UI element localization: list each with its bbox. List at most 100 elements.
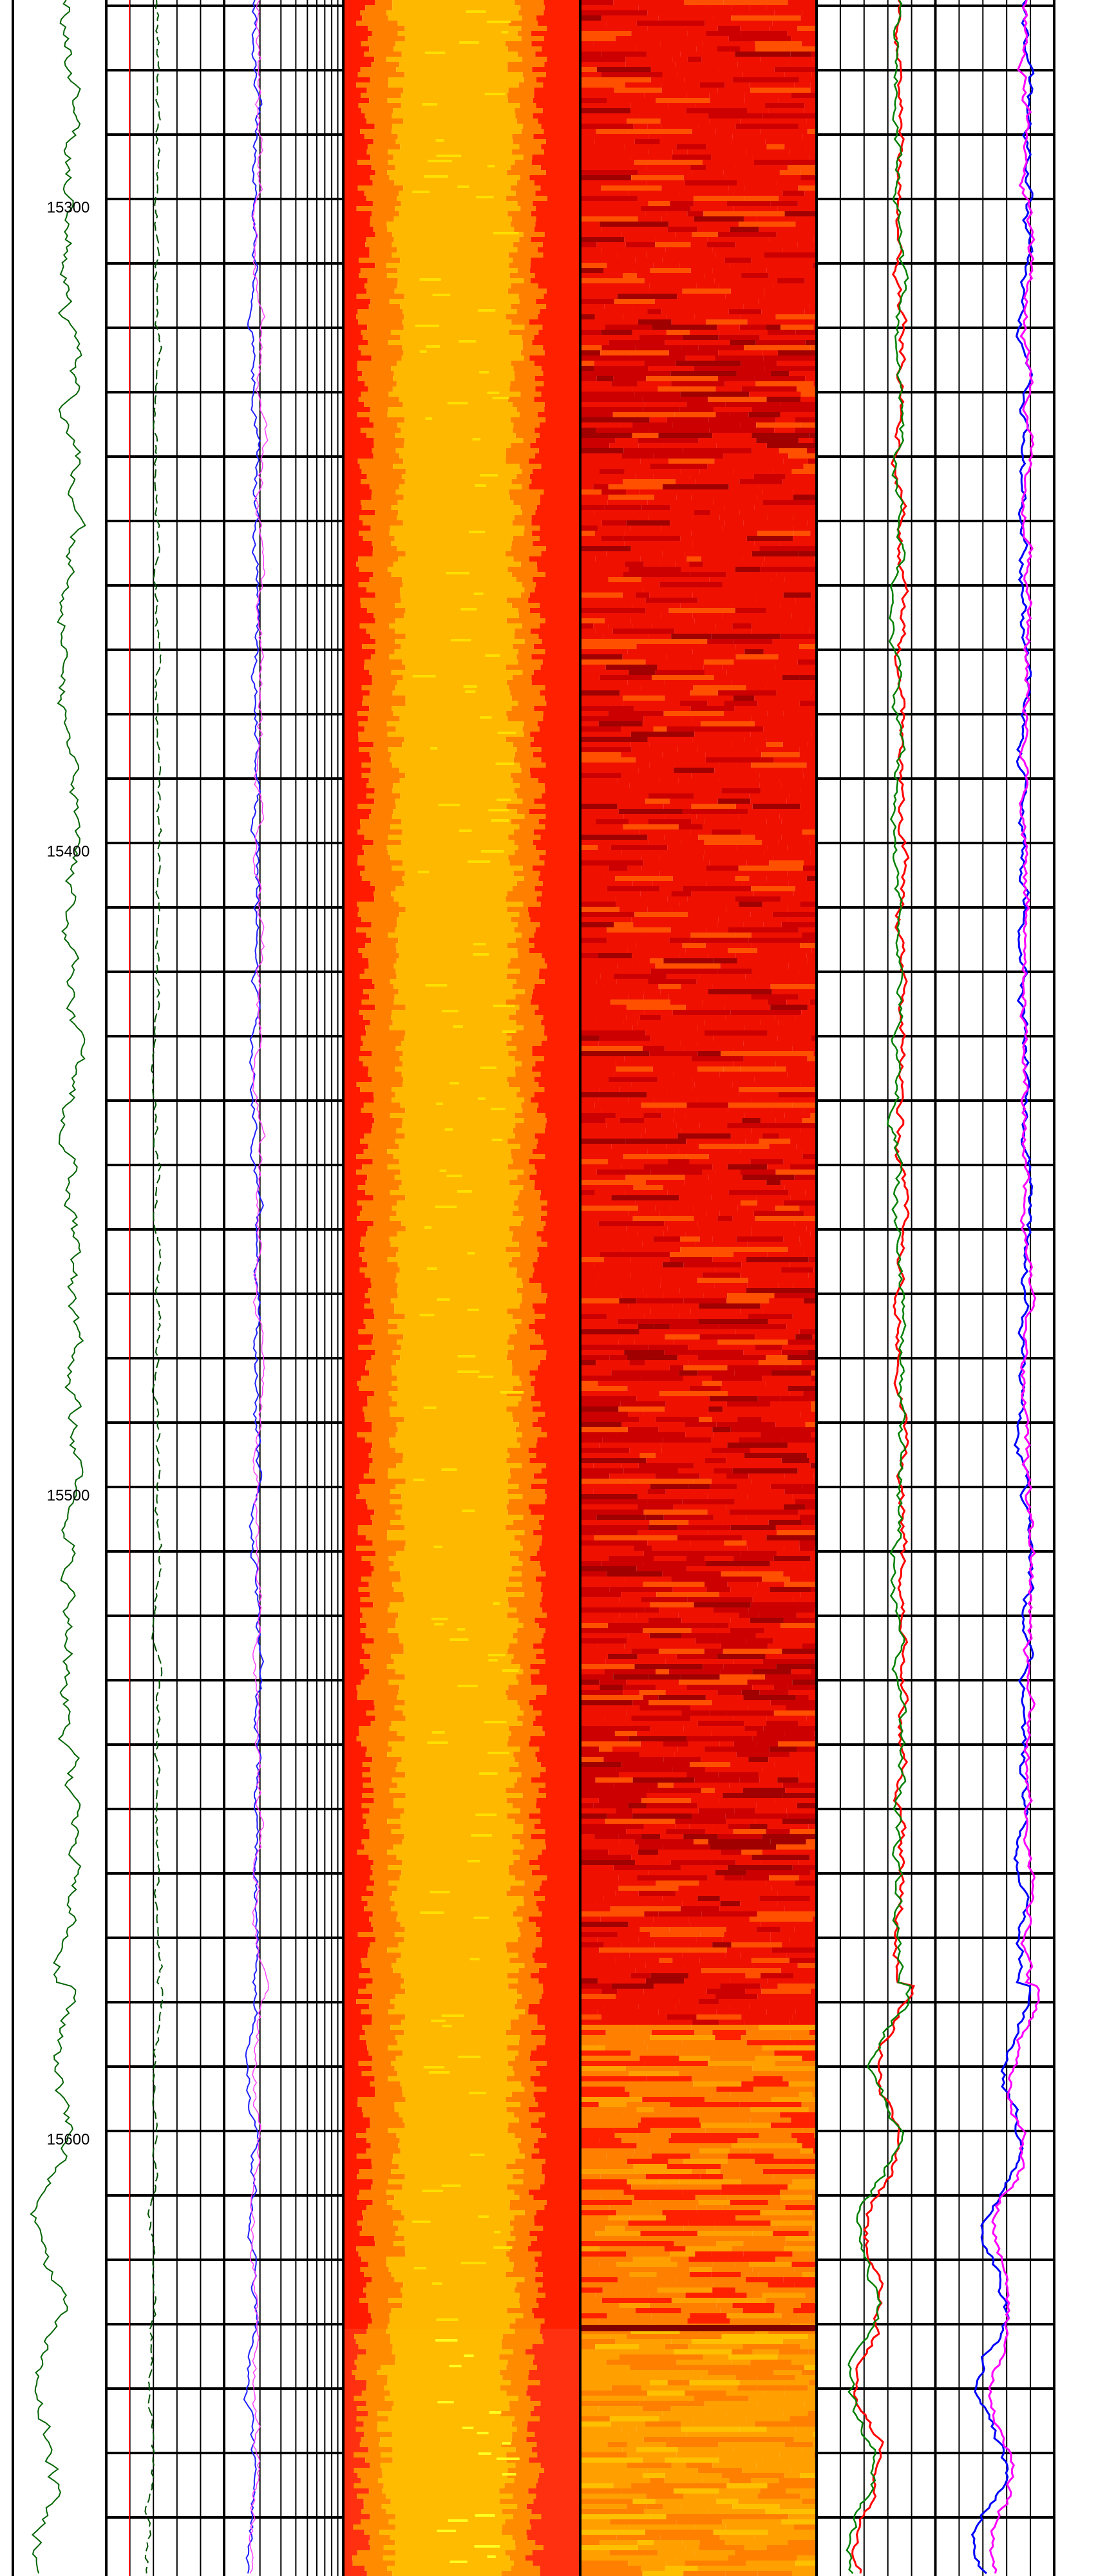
image-cell [343, 773, 362, 778]
image-cell [802, 768, 817, 773]
image-cell [343, 1427, 372, 1432]
image-cell [534, 1309, 580, 1314]
image-cell [646, 180, 685, 185]
image-cell [392, 1370, 513, 1376]
image-cell [516, 1674, 531, 1680]
image-cell [371, 1571, 401, 1577]
image-cell [641, 1133, 678, 1139]
image-cell [580, 237, 625, 242]
image-cell [595, 2231, 641, 2236]
image-cell [593, 484, 609, 489]
image-cell [654, 1942, 713, 1947]
image-cell [770, 1561, 799, 1566]
image-cell [397, 1293, 522, 1298]
image-cell [580, 572, 623, 577]
image-cell [580, 902, 616, 907]
image-cell [715, 2035, 741, 2040]
image-cell [598, 1041, 657, 1046]
image-cell [343, 268, 361, 273]
image-cell [780, 1927, 795, 1932]
image-cell [401, 355, 524, 361]
image-cell [791, 2215, 815, 2221]
image-cell [620, 726, 654, 732]
image-cell [580, 845, 598, 850]
image-cell [392, 1963, 525, 1968]
image-cell [580, 505, 605, 510]
image-cell [509, 263, 531, 268]
image-cell [518, 953, 542, 958]
image-cell [360, 1597, 404, 1602]
image-cell [357, 711, 393, 716]
image-cell [371, 62, 400, 67]
image-cell [580, 2107, 637, 2112]
image-cell [752, 155, 809, 160]
image-cell [364, 1437, 390, 1443]
image-cell [343, 1159, 373, 1164]
image-cell [388, 933, 522, 938]
image-cell [699, 469, 714, 474]
image-cell [538, 2117, 580, 2123]
image-cell [670, 2102, 740, 2107]
image-cell [530, 1381, 580, 1386]
image-cell [764, 289, 817, 294]
image-cell [343, 1643, 362, 1649]
image-cell [343, 72, 358, 77]
image-cell [645, 1180, 685, 1185]
image-cell [593, 1463, 622, 1468]
image-cell [516, 1999, 540, 2004]
image-cell [517, 1175, 530, 1180]
image-cell [343, 1855, 369, 1860]
image-cell [343, 1808, 370, 1814]
image-cell [513, 2174, 545, 2179]
image-cell [745, 974, 759, 979]
image-cell [657, 386, 716, 392]
image-cell [624, 144, 677, 149]
image-cell [797, 242, 817, 247]
image-cell [580, 1664, 635, 1669]
image-cell [343, 1525, 358, 1530]
image-cell [687, 57, 702, 62]
image-cell [404, 294, 519, 299]
image-cell [511, 319, 529, 325]
image-cell [580, 1932, 618, 1937]
image-cell [731, 1942, 782, 1947]
image-cell [343, 1535, 366, 1540]
image-cell [580, 1463, 594, 1468]
image-cell [616, 1767, 673, 1772]
image-cell [733, 1252, 768, 1257]
image-cell [688, 1360, 759, 1365]
image-cell [395, 1994, 522, 1999]
image-cell [781, 819, 817, 824]
image-cell [632, 1216, 694, 1221]
image-cell [343, 1947, 368, 1953]
image-cell [459, 829, 472, 832]
image-cell [770, 1401, 811, 1406]
image-cell [800, 902, 817, 907]
image-cell [343, 299, 371, 304]
image-cell [612, 629, 675, 634]
image-cell [516, 793, 542, 799]
image-cell [690, 1350, 744, 1355]
image-cell [530, 732, 580, 737]
image-cell [580, 428, 596, 433]
image-cell [580, 206, 641, 211]
image-cell [643, 1288, 680, 1293]
image-cell [735, 654, 779, 659]
image-cell [757, 1582, 785, 1587]
image-cell [813, 237, 817, 242]
image-cell [528, 2009, 580, 2014]
image-cell [755, 835, 782, 840]
image-cell [372, 1077, 404, 1082]
image-cell [543, 1226, 580, 1231]
image-cell [372, 1540, 406, 1546]
image-cell [776, 1664, 817, 1669]
image-cell [580, 1329, 639, 1334]
image-cell [533, 577, 580, 582]
image-cell [396, 67, 508, 72]
image-cell [780, 325, 814, 330]
image-cell [614, 299, 655, 304]
image-cell [789, 371, 817, 376]
image-cell [641, 577, 710, 582]
image-cell [368, 1370, 392, 1376]
image-cell [399, 397, 508, 402]
